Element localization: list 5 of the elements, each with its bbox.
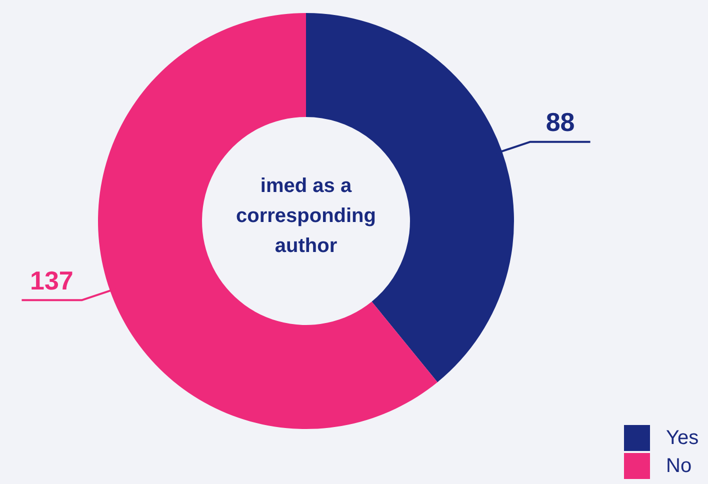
data-label: 137 xyxy=(30,265,74,296)
legend-label: No xyxy=(666,454,692,478)
legend-label: Yes xyxy=(666,426,699,450)
data-label: 88 xyxy=(546,107,575,138)
text: imed as a corresponding author xyxy=(234,174,377,259)
